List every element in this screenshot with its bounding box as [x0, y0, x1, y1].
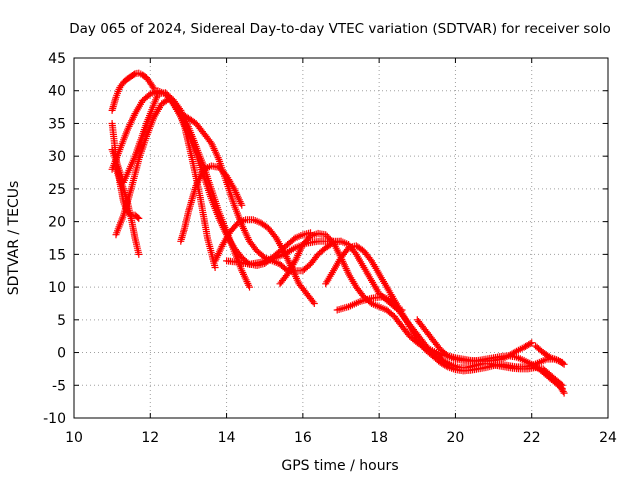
series-arc-13 — [333, 293, 566, 389]
data-point-markers — [333, 293, 566, 389]
data-point-markers — [535, 365, 568, 397]
x-tick-label: 14 — [218, 430, 236, 446]
y-tick-label: 10 — [48, 280, 66, 296]
x-tick-label: 12 — [141, 430, 159, 446]
y-tick-label: 5 — [57, 313, 66, 329]
y-tick-label: 25 — [48, 182, 66, 198]
x-tick-label: 10 — [65, 430, 83, 446]
y-tick-label: 30 — [48, 149, 66, 165]
y-tick-label: 20 — [48, 215, 66, 231]
y-tick-label: 15 — [48, 247, 66, 263]
x-tick-label: 24 — [599, 430, 617, 446]
series-arc-15 — [532, 342, 568, 368]
series-arc-16 — [535, 365, 568, 397]
data-point-markers — [108, 69, 158, 114]
data-point-markers — [112, 165, 143, 258]
chart-title: Day 065 of 2024, Sidereal Day-to-day VTE… — [69, 21, 610, 37]
data-point-markers — [276, 229, 536, 365]
x-axis: 10 12 14 16 18 20 22 24 — [65, 58, 617, 446]
y-tick-label: 0 — [57, 346, 66, 362]
x-tick-label: 16 — [294, 430, 312, 446]
series-arc-1 — [108, 69, 158, 114]
data-series — [108, 69, 568, 397]
x-tick-label: 20 — [447, 430, 465, 446]
x-axis-label: GPS time / hours — [281, 458, 398, 474]
x-tick-label: 18 — [370, 430, 388, 446]
y-tick-label: 35 — [48, 116, 66, 132]
series-arc-11 — [276, 229, 536, 365]
y-axis: -10 -5 0 5 10 15 20 25 30 35 40 45 — [43, 51, 608, 427]
plot-area — [73, 57, 609, 419]
y-tick-label: 45 — [48, 51, 66, 67]
x-tick-label: 22 — [523, 430, 541, 446]
data-point-markers — [532, 342, 568, 368]
y-tick-label: 40 — [48, 84, 66, 100]
y-axis-label: SDTVAR / TECUs — [6, 181, 22, 296]
y-tick-label: -10 — [43, 411, 66, 427]
series-arc-6 — [112, 165, 143, 258]
y-tick-label: -5 — [52, 378, 66, 394]
